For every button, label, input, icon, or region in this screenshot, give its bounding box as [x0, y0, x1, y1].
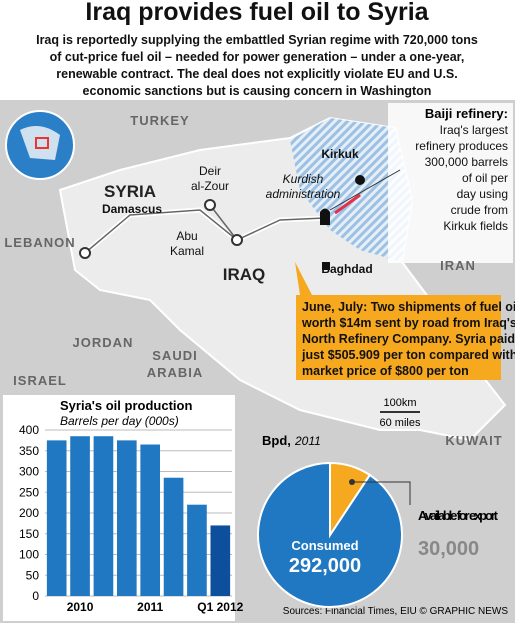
shipment-text: June, July: Two shipments of fuel oil	[302, 300, 515, 314]
shipment-text: North Refinery Company. Syria paid	[302, 332, 515, 346]
bar	[93, 436, 114, 596]
pie-title: Bpd,	[262, 433, 291, 448]
callout-heading: Baiji refinery:	[425, 106, 508, 121]
country-label: KUWAIT	[445, 433, 502, 448]
city-label: Deir	[199, 164, 221, 178]
pie-subtitle: 2011	[294, 434, 321, 448]
bar	[140, 444, 161, 596]
bar-subtitle: Barrels per day (000s)	[60, 414, 179, 428]
y-tick-label: 50	[26, 568, 40, 582]
bar	[210, 525, 231, 596]
kurdish-region	[290, 118, 412, 262]
country-label: TURKEY	[130, 113, 189, 128]
region-label: administration	[266, 187, 341, 201]
shipment-text: just $505.909 per ton compared with	[301, 348, 515, 362]
city-marker	[355, 175, 365, 185]
bar	[163, 477, 184, 596]
country-label: SYRIA	[104, 182, 156, 201]
source: Sources: Financial Times, EIU © GRAPHIC …	[283, 606, 509, 617]
bar	[187, 504, 207, 596]
country-label: IRAQ	[223, 265, 266, 284]
value-label: 292,000	[289, 555, 361, 577]
baiji-box	[388, 103, 513, 263]
subtitle: economic sanctions but is causing concer…	[83, 84, 432, 98]
y-tick-label: 300	[19, 465, 39, 479]
slice-label: Consumed	[291, 538, 358, 553]
city-label: Abu	[176, 229, 197, 243]
scale-label: 60 miles	[380, 417, 421, 429]
shipment-text: worth $14m sent by road from Iraq's	[301, 316, 515, 330]
pipeline	[334, 193, 361, 215]
connector-dot	[349, 479, 355, 485]
country-label: ISRAEL	[13, 373, 67, 388]
callout-text: day using	[457, 187, 508, 201]
road-branch	[209, 204, 238, 241]
city-label: Baghdad	[321, 262, 372, 276]
city-label: Damascus	[102, 202, 162, 216]
globe-land	[20, 126, 60, 160]
shipment-pointer	[295, 262, 312, 295]
x-tick-label: 2010	[67, 600, 94, 614]
country-label: LEBANON	[4, 235, 75, 250]
y-tick-label: 200	[19, 506, 39, 520]
y-tick-label: 350	[19, 444, 39, 458]
country-label: JORDAN	[73, 335, 134, 350]
callout-text: Kirkuk fields	[443, 219, 508, 233]
bar	[116, 440, 137, 596]
value-label: 30,000	[418, 538, 479, 560]
pie-slice	[329, 461, 372, 539]
refinery-icon	[320, 208, 330, 225]
shipment-text: market price of $800 per ton	[302, 364, 469, 378]
subtitle: Iraq is reportedly supplying the embattl…	[36, 33, 478, 47]
city-marker	[231, 234, 243, 246]
country-label: IRAN	[440, 258, 476, 273]
scale-label: 100km	[383, 397, 416, 409]
charts: 0 50 100 150 200 250 300 350 400 2010 2011 Q1 2012 C…	[19, 423, 499, 614]
city-marker	[204, 199, 216, 211]
road-line	[84, 209, 326, 254]
y-tick-label: 0	[32, 589, 39, 603]
y-tick-label: 250	[19, 485, 39, 499]
city-label: al-Zour	[191, 179, 229, 193]
callout-text: crude from	[451, 203, 508, 217]
x-tick-label: 2011	[137, 600, 163, 614]
subtitle: of cut-price fuel oil – needed for power…	[50, 50, 465, 64]
y-tick-label: 150	[19, 527, 39, 541]
globe-marker	[35, 137, 49, 149]
shipment-box	[296, 295, 501, 380]
connector	[352, 481, 411, 505]
title: Iraq provides fuel oil to Syria	[85, 0, 429, 26]
city-marker	[79, 247, 91, 259]
leader-line	[329, 169, 401, 211]
callout-text: refinery produces	[415, 139, 508, 153]
city-label: Kirkuk	[321, 147, 359, 161]
callout-text: Iraq's largest	[440, 123, 509, 137]
callout-text: of oil per	[462, 171, 508, 185]
country-label: SAUDI	[152, 348, 197, 363]
city-marker	[322, 262, 330, 270]
y-tick-label: 400	[19, 423, 39, 437]
slice-label: Available for export	[418, 508, 499, 523]
country-label: ARABIA	[147, 365, 204, 380]
bar	[46, 440, 67, 596]
city-label: Kamal	[170, 244, 204, 258]
subtitle: renewable contract. The deal does not ex…	[56, 67, 458, 81]
bar	[70, 436, 90, 596]
pie-slice	[257, 461, 403, 608]
y-tick-label: 100	[19, 548, 39, 562]
region-label: Kurdish	[283, 172, 324, 186]
callout-text: 300,000 barrels	[425, 155, 508, 169]
bar-title: Syria's oil production	[60, 398, 192, 413]
x-tick-label: Q1 2012	[197, 600, 243, 614]
